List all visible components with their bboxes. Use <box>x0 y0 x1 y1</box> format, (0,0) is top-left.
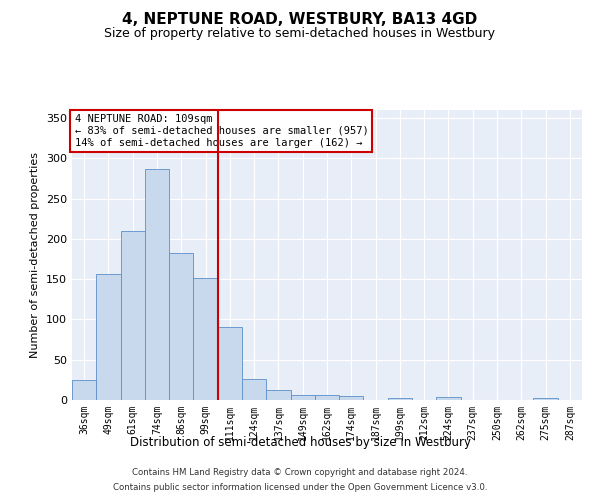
Bar <box>169 252 193 400</box>
Bar <box>266 390 290 400</box>
Bar <box>72 380 96 400</box>
Bar <box>290 395 315 400</box>
Bar <box>145 169 169 400</box>
Bar <box>96 274 121 400</box>
Bar <box>242 379 266 400</box>
Bar <box>315 395 339 400</box>
Text: Contains public sector information licensed under the Open Government Licence v3: Contains public sector information licen… <box>113 483 487 492</box>
Text: Distribution of semi-detached houses by size in Westbury: Distribution of semi-detached houses by … <box>130 436 470 449</box>
Y-axis label: Number of semi-detached properties: Number of semi-detached properties <box>31 152 40 358</box>
Bar <box>436 397 461 400</box>
Text: 4 NEPTUNE ROAD: 109sqm
← 83% of semi-detached houses are smaller (957)
14% of se: 4 NEPTUNE ROAD: 109sqm ← 83% of semi-det… <box>74 114 368 148</box>
Text: 4, NEPTUNE ROAD, WESTBURY, BA13 4GD: 4, NEPTUNE ROAD, WESTBURY, BA13 4GD <box>122 12 478 28</box>
Bar <box>533 398 558 400</box>
Bar <box>339 396 364 400</box>
Bar <box>388 398 412 400</box>
Bar <box>218 326 242 400</box>
Bar <box>193 278 218 400</box>
Bar <box>121 231 145 400</box>
Text: Size of property relative to semi-detached houses in Westbury: Size of property relative to semi-detach… <box>104 28 496 40</box>
Text: Contains HM Land Registry data © Crown copyright and database right 2024.: Contains HM Land Registry data © Crown c… <box>132 468 468 477</box>
